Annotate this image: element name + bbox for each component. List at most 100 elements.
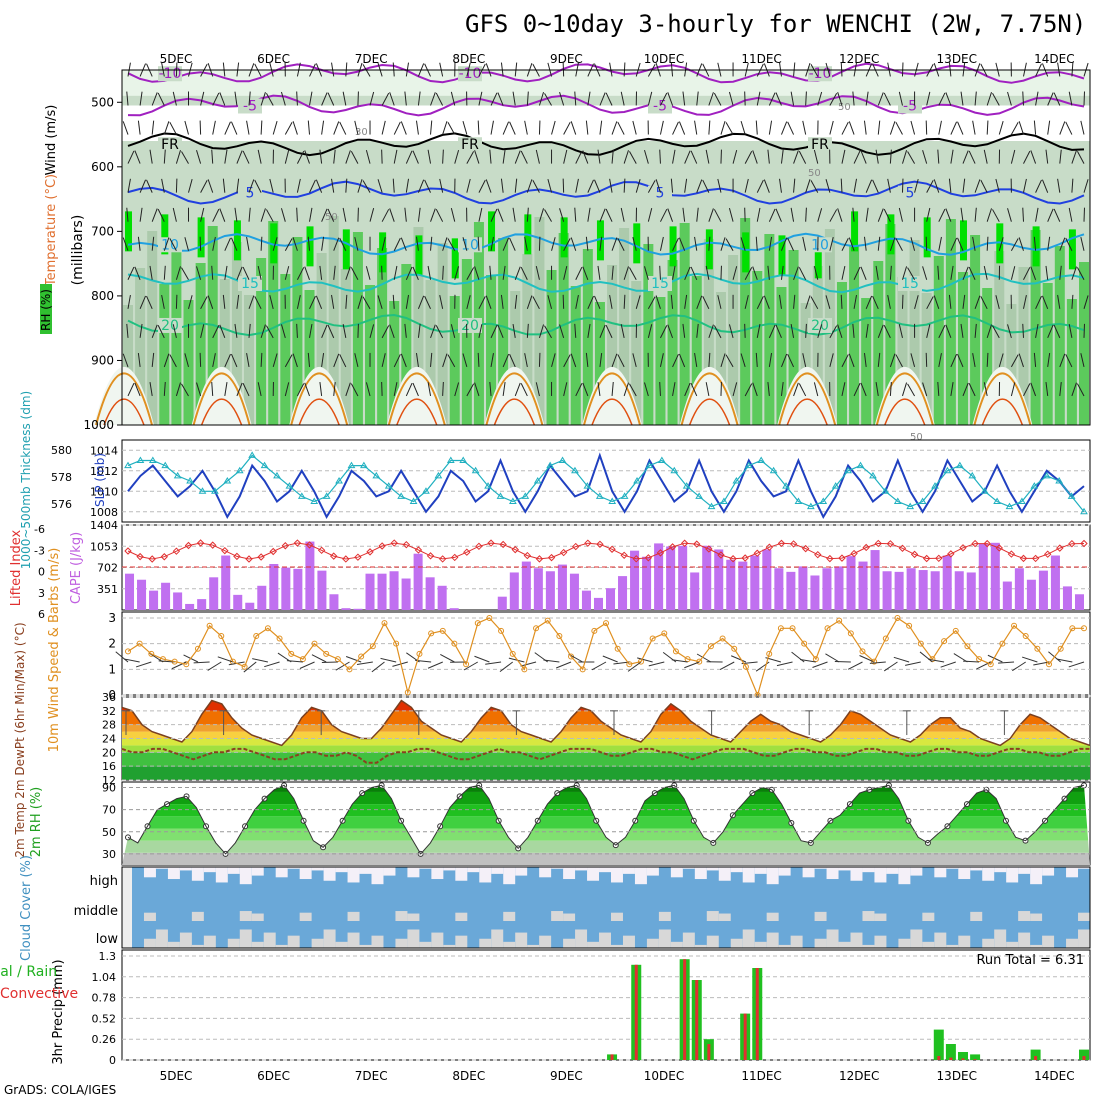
precip-convective-bar — [610, 1054, 614, 1060]
wind-barb — [702, 179, 710, 193]
wind-barb — [257, 149, 262, 164]
wind-barb — [450, 324, 456, 338]
cloud-low-bar — [898, 938, 911, 948]
wind-barb — [659, 236, 664, 251]
wind-barb — [354, 120, 359, 135]
wind-barb — [535, 149, 540, 164]
wind-barb — [887, 294, 891, 309]
wind-barb — [175, 266, 181, 280]
wind-barb — [1045, 265, 1049, 280]
wind-speed-marker — [836, 617, 843, 624]
wind-barb — [211, 381, 214, 396]
rh-dry-bell — [874, 366, 935, 425]
wind-barb — [860, 382, 867, 397]
wind-barb — [333, 121, 340, 135]
li-marker — [317, 546, 326, 555]
isoline-label-bg — [648, 98, 672, 114]
y-tick-label-slp: 1010 — [90, 485, 118, 498]
wind-barb — [1030, 266, 1037, 280]
wind-barb — [632, 237, 637, 251]
wind-barb — [659, 381, 661, 396]
rh-plume — [715, 292, 726, 425]
cloud-low-bar — [958, 935, 971, 948]
cloud-high-bar — [670, 867, 683, 878]
wind-barb — [296, 207, 298, 222]
isoline-label: 5 — [656, 186, 665, 202]
precip-convective-bar — [1034, 1056, 1038, 1060]
temp-contour-25 — [387, 372, 446, 426]
wind-barb — [559, 324, 565, 339]
wind-barb — [502, 237, 510, 251]
precip-convective-bar — [961, 1058, 965, 1060]
wind-barb — [620, 207, 625, 222]
rh-contour-label: 30 — [355, 127, 368, 138]
wind-barb — [175, 150, 181, 164]
wind-barb — [574, 207, 577, 222]
li-marker — [124, 547, 132, 555]
cloud-low-bar — [982, 938, 995, 948]
wind-barb — [222, 62, 226, 77]
wind-barb — [151, 92, 158, 106]
wind-barb — [644, 266, 649, 280]
wind-barb — [611, 265, 614, 280]
isoline-label: -5 — [653, 99, 667, 115]
cape-bar — [774, 568, 784, 610]
wind-barb — [1035, 295, 1042, 310]
cloud-low-bar — [682, 932, 695, 948]
li-marker — [644, 554, 653, 562]
wind-barb — [151, 236, 155, 251]
y-tick-label: 0.52 — [92, 1012, 117, 1025]
y-tick-label: 28 — [102, 719, 116, 732]
precip-convective-bar — [634, 964, 638, 1060]
cape-bar — [161, 582, 171, 610]
wind-barb — [1047, 352, 1051, 367]
wind-barb-10m — [158, 660, 175, 663]
wind-barb — [910, 237, 916, 251]
wind-barb — [647, 324, 653, 338]
li-marker — [475, 542, 483, 551]
wind-barb — [1076, 267, 1085, 281]
wind-barb — [447, 122, 456, 135]
date-label-bottom: 7DEC — [355, 1069, 388, 1083]
rh-plume — [510, 291, 521, 425]
wind-barb — [321, 208, 328, 222]
rh-plume — [340, 269, 351, 425]
cloud-mid-bar — [395, 911, 408, 921]
y-tick-label: 16 — [102, 760, 116, 773]
wind-barb — [1023, 150, 1031, 164]
wind-barb — [163, 381, 166, 396]
y-tick-label: 1 — [108, 662, 116, 676]
y-axis-label-li: Lifted Index — [9, 529, 24, 606]
cloud-low-bar — [227, 938, 240, 948]
wind-barb — [478, 296, 486, 310]
wind-speed-marker — [719, 635, 726, 642]
wind-barb — [362, 296, 371, 310]
thickness-marker — [955, 461, 964, 469]
li-marker — [354, 553, 362, 561]
wind-barb — [497, 92, 504, 106]
cloud-low-bar — [491, 929, 504, 948]
wind-speed-marker — [148, 650, 155, 657]
isoline-label-bg — [898, 98, 922, 114]
temp-band — [122, 766, 1090, 780]
wind-barb-10m — [648, 661, 665, 667]
cloud-high-bar — [838, 867, 851, 871]
wind-barb — [672, 382, 676, 397]
wind-barb — [841, 382, 846, 397]
wind-barb — [887, 178, 891, 193]
cloud-high-bar — [778, 867, 791, 876]
wind-barb — [544, 325, 552, 339]
wind-barb — [1057, 294, 1061, 309]
wind-barb — [321, 236, 325, 251]
wind-barb — [211, 265, 214, 280]
wind-barb — [163, 237, 170, 251]
wind-barb — [863, 120, 867, 135]
cloud-mid-bar — [1030, 913, 1043, 921]
wind-barb — [1071, 62, 1074, 77]
li-marker — [1007, 550, 1016, 558]
wind-barb — [841, 354, 849, 368]
y-axis-label: 10m Wind Speed & Barbs (m/s) — [47, 548, 62, 753]
wind-barb — [400, 353, 407, 368]
wind-barb — [752, 266, 758, 280]
wind-barb — [188, 295, 193, 309]
